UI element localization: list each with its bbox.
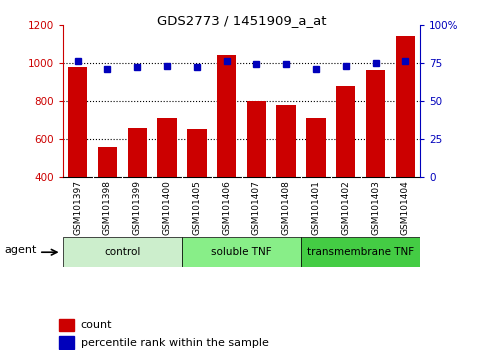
Bar bbox=[157, 118, 177, 253]
Bar bbox=[276, 105, 296, 253]
Text: GSM101400: GSM101400 bbox=[163, 180, 171, 235]
Text: GSM101401: GSM101401 bbox=[312, 180, 320, 235]
Bar bbox=[59, 336, 74, 349]
Text: percentile rank within the sample: percentile rank within the sample bbox=[81, 338, 269, 348]
Text: GDS2773 / 1451909_a_at: GDS2773 / 1451909_a_at bbox=[157, 14, 326, 27]
Bar bbox=[336, 86, 355, 253]
Text: count: count bbox=[81, 320, 112, 330]
Bar bbox=[182, 237, 301, 267]
Text: GSM101398: GSM101398 bbox=[103, 180, 112, 235]
Bar bbox=[98, 147, 117, 253]
Text: GSM101402: GSM101402 bbox=[341, 180, 350, 235]
Text: transmembrane TNF: transmembrane TNF bbox=[307, 247, 414, 257]
Bar bbox=[68, 67, 87, 253]
Text: soluble TNF: soluble TNF bbox=[211, 247, 272, 257]
Text: GSM101405: GSM101405 bbox=[192, 180, 201, 235]
Bar bbox=[59, 319, 74, 331]
Text: GSM101403: GSM101403 bbox=[371, 180, 380, 235]
Bar bbox=[128, 127, 147, 253]
Text: GSM101404: GSM101404 bbox=[401, 180, 410, 235]
Bar bbox=[301, 237, 420, 267]
Text: GSM101408: GSM101408 bbox=[282, 180, 291, 235]
Text: agent: agent bbox=[5, 245, 37, 256]
Bar bbox=[247, 101, 266, 253]
Bar bbox=[217, 55, 236, 253]
Text: GSM101399: GSM101399 bbox=[133, 180, 142, 235]
Text: control: control bbox=[104, 247, 141, 257]
Bar bbox=[63, 237, 182, 267]
Bar bbox=[366, 70, 385, 253]
Bar bbox=[396, 36, 415, 253]
Bar bbox=[187, 130, 207, 253]
Text: GSM101406: GSM101406 bbox=[222, 180, 231, 235]
Text: GSM101397: GSM101397 bbox=[73, 180, 82, 235]
Text: GSM101407: GSM101407 bbox=[252, 180, 261, 235]
Bar bbox=[306, 118, 326, 253]
